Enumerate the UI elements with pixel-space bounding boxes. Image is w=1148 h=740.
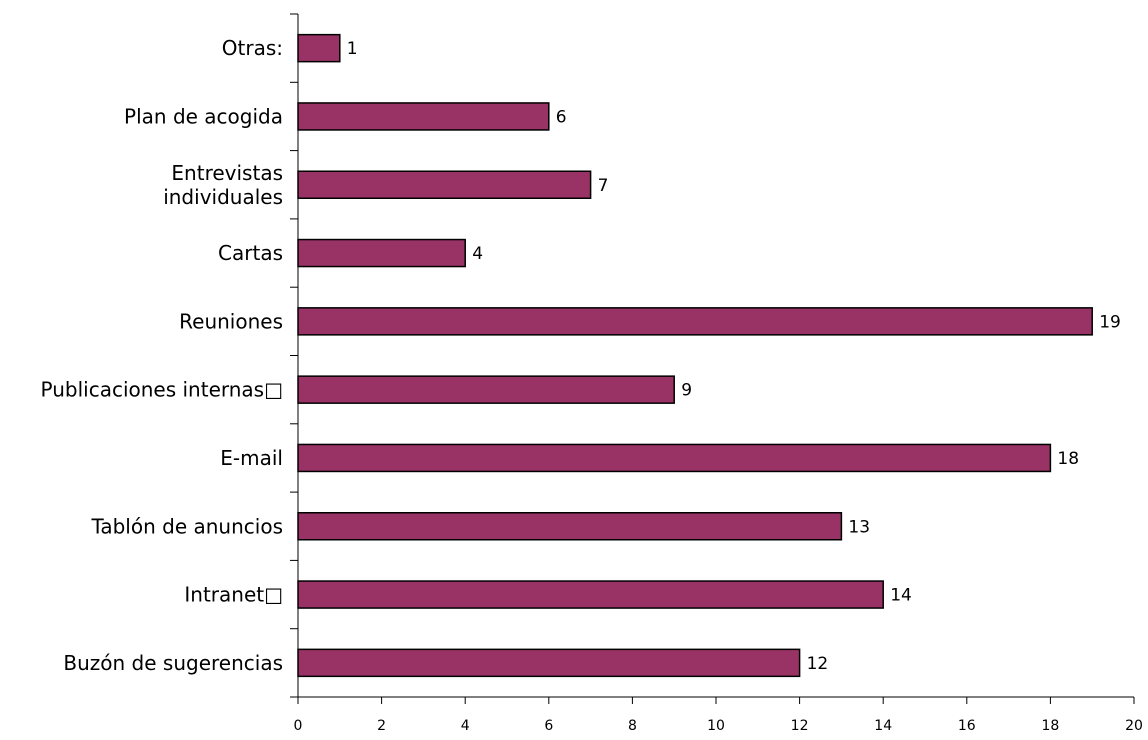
- data-label: 18: [1057, 449, 1079, 469]
- bar: [297, 443, 1052, 473]
- x-tick-label: 4: [461, 718, 470, 734]
- bar: [297, 375, 675, 404]
- x-tick-label: 6: [544, 718, 553, 734]
- category-label: Reuniones: [179, 309, 283, 333]
- category-label: Plan de acogida: [124, 104, 283, 128]
- axes-group: [290, 13, 1135, 704]
- data-label: 12: [807, 654, 829, 674]
- bar: [297, 102, 550, 131]
- category-label: Buzón de sugerencias: [63, 651, 283, 675]
- category-label: Cartas: [218, 241, 283, 265]
- data-label: 1: [347, 39, 358, 59]
- x-tick-label: 12: [791, 718, 809, 734]
- x-tick-label: 0: [294, 718, 303, 734]
- bars-group: [297, 33, 1093, 678]
- bar: [297, 33, 341, 63]
- category-label: Tablón de anuncios: [90, 514, 283, 538]
- bar: [297, 512, 843, 541]
- x-tick-label: 16: [958, 718, 976, 734]
- x-tick-label: 2: [377, 718, 386, 734]
- data-label: 13: [848, 517, 870, 537]
- x-tick-label: 10: [707, 718, 725, 734]
- labels-group: 1 Otras: 6 Plan de acogida 7 Entrevistas indiv…: [41, 36, 1143, 734]
- x-tick-label: 14: [874, 718, 892, 734]
- category-label: Entrevistas individuales: [163, 161, 283, 209]
- category-label: E-mail: [220, 446, 283, 470]
- bar: [297, 170, 592, 199]
- x-tick-label: 20: [1125, 718, 1143, 734]
- bar: [297, 307, 1093, 336]
- bar: [297, 580, 884, 609]
- data-label: 9: [681, 381, 692, 401]
- data-label: 4: [472, 244, 483, 264]
- x-tick-label: 8: [628, 718, 637, 734]
- data-label: 7: [598, 176, 609, 196]
- bar: [297, 238, 466, 268]
- category-label: Intranet□: [184, 583, 283, 607]
- data-label: 19: [1099, 312, 1121, 332]
- category-label: Publicaciones internas□: [41, 378, 284, 402]
- bar: [297, 648, 801, 678]
- category-label: Otras:: [222, 36, 283, 60]
- data-label: 14: [890, 586, 912, 606]
- data-label: 6: [556, 107, 567, 127]
- x-tick-label: 18: [1041, 718, 1059, 734]
